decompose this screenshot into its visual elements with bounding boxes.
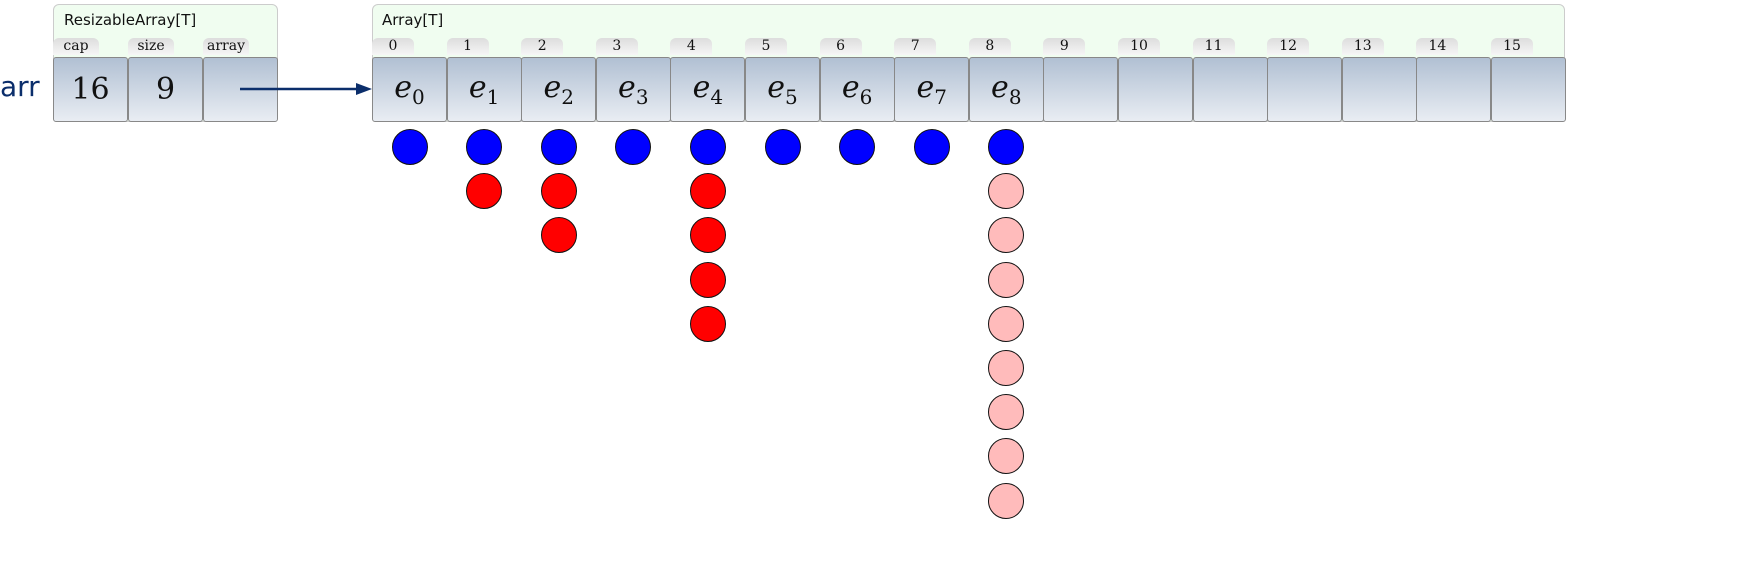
cell-subscript: 4 (710, 85, 724, 109)
array-cell: e1 (446, 57, 522, 122)
index-label: 9 (1043, 38, 1086, 55)
variable-label: arr (0, 70, 40, 103)
pink-cost-dot (988, 217, 1025, 254)
index-label: 0 (372, 38, 414, 55)
red-cost-dot (540, 173, 577, 210)
blue-cost-dot (615, 129, 652, 165)
array-cell: e3 (595, 57, 671, 122)
array-cell: e8 (968, 57, 1044, 122)
array-cell (1192, 57, 1268, 122)
red-cost-dot (689, 173, 726, 210)
red-cost-dot (540, 217, 577, 254)
cell-subscript: 5 (785, 85, 798, 109)
index-label: 10 (1118, 38, 1160, 55)
index-label: 11 (1192, 38, 1235, 55)
array-title: Array[T] (382, 11, 444, 29)
resizable-array-title: ResizableArray[T] (64, 11, 197, 29)
field-cell-cap: 16 (53, 57, 128, 122)
index-label: 14 (1416, 38, 1459, 55)
pink-cost-dot (988, 305, 1025, 342)
cell-subscript: 7 (934, 85, 947, 109)
cell-symbol: e (394, 70, 413, 105)
cell-symbol: e (618, 70, 636, 105)
blue-cost-dot (391, 129, 428, 165)
cell-value: e8 (991, 70, 1022, 109)
blue-cost-dot (466, 129, 503, 165)
cell-subscript: 1 (486, 85, 500, 109)
cell-value: e0 (394, 70, 425, 109)
index-label: 1 (446, 38, 489, 55)
index-label: 4 (670, 38, 713, 55)
pink-cost-dot (988, 173, 1025, 210)
index-label: 13 (1341, 38, 1384, 55)
cell-subscript: 6 (859, 85, 873, 109)
blue-cost-dot (988, 129, 1025, 165)
index-label: 2 (521, 38, 564, 55)
cell-subscript: 8 (1008, 85, 1022, 109)
array-cell (1267, 57, 1343, 122)
array-cell: e4 (670, 57, 746, 122)
cell-value: e3 (618, 70, 649, 109)
field-cell-size: 9 (128, 57, 203, 122)
cell-symbol: e (991, 70, 1009, 105)
index-label: 12 (1267, 38, 1310, 55)
array-cell (1491, 57, 1566, 122)
blue-cost-dot (689, 129, 726, 165)
pink-cost-dot (988, 482, 1025, 519)
field-label-array: array (203, 38, 249, 55)
cell-subscript: 2 (561, 85, 574, 109)
field-label-size: size (128, 38, 174, 55)
blue-cost-dot (764, 129, 801, 165)
cell-symbol: e (468, 70, 487, 105)
cell-symbol: e (767, 70, 786, 105)
cell-value: e7 (916, 70, 947, 109)
index-label: 15 (1491, 38, 1533, 55)
array-cell: e6 (819, 57, 895, 122)
blue-cost-dot (839, 129, 876, 165)
pink-cost-dot (988, 394, 1025, 431)
red-cost-dot (689, 305, 726, 342)
array-cell: e0 (372, 57, 447, 122)
cell-value: e6 (842, 70, 873, 109)
array-cell (1416, 57, 1492, 122)
cell-symbol: e (841, 70, 860, 105)
cell-symbol: e (543, 70, 562, 105)
index-label: 7 (894, 38, 937, 55)
index-label: 3 (595, 38, 638, 55)
cell-value: e2 (543, 70, 574, 109)
array-cell (1043, 57, 1119, 122)
blue-cost-dot (913, 129, 950, 165)
cell-symbol: e (916, 70, 935, 105)
pink-cost-dot (988, 438, 1025, 475)
cell-subscript: 0 (412, 85, 425, 109)
array-cell (1341, 57, 1417, 122)
cell-value: e4 (693, 70, 724, 109)
cell-symbol: e (692, 70, 711, 105)
pink-cost-dot (988, 350, 1025, 386)
array-cell: e7 (894, 57, 970, 122)
red-cost-dot (689, 261, 726, 298)
array-cell: e5 (745, 57, 820, 122)
pink-cost-dot (988, 261, 1025, 298)
red-cost-dot (466, 173, 503, 210)
cell-value: e1 (469, 70, 500, 109)
index-label: 6 (819, 38, 862, 55)
field-label-cap: cap (53, 38, 99, 55)
blue-cost-dot (540, 129, 577, 165)
cell-value: e5 (767, 70, 798, 109)
array-cell (1118, 57, 1193, 122)
cell-subscript: 3 (635, 85, 649, 109)
index-label: 8 (968, 38, 1011, 55)
array-cell: e2 (521, 57, 597, 122)
red-cost-dot (689, 217, 726, 254)
index-label: 5 (745, 38, 787, 55)
